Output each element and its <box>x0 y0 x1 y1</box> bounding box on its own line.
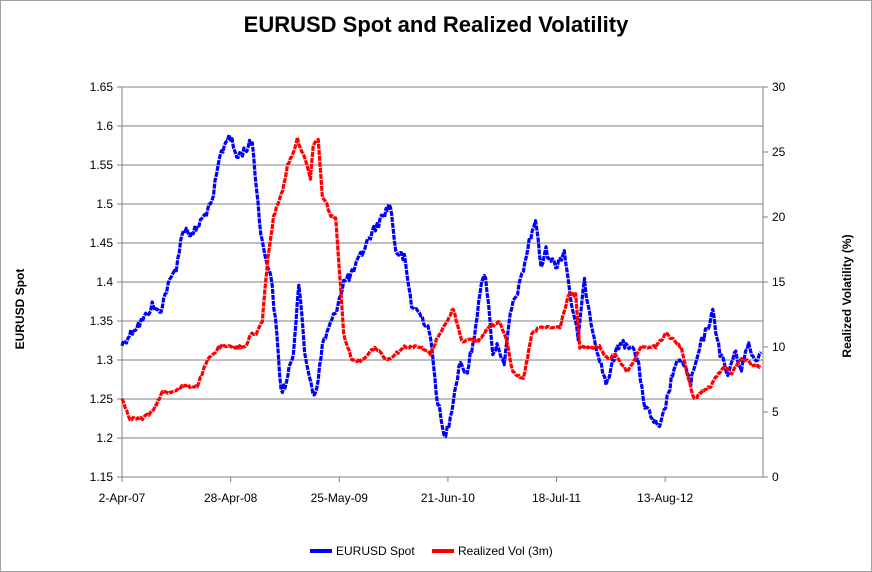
legend: EURUSD Spot Realized Vol (3m) <box>310 544 553 558</box>
y-left-tick-label: 1.15 <box>90 470 114 484</box>
x-tick-label: 2-Apr-07 <box>99 491 146 505</box>
y-axis-right-title: Realized Volatility (%) <box>840 234 854 357</box>
y-left-tick-label: 1.45 <box>90 236 114 250</box>
x-tick-label: 25-May-09 <box>311 491 369 505</box>
y-left-tick-label: 1.2 <box>96 431 113 445</box>
y-left-tick-label: 1.55 <box>90 158 114 172</box>
y-right-tick-label: 5 <box>772 405 779 419</box>
y-right-tick-label: 15 <box>772 275 786 289</box>
y-left-tick-label: 1.65 <box>90 80 114 94</box>
y-left-tick-label: 1.35 <box>90 314 114 328</box>
legend-label: EURUSD Spot <box>336 544 415 558</box>
axes <box>117 86 768 482</box>
series-lines <box>120 133 763 438</box>
y-right-tick-label: 0 <box>772 470 779 484</box>
y-left-tick-label: 1.4 <box>96 275 113 289</box>
realized-vol-line <box>120 136 762 422</box>
tick-labels: 1.15 1.2 1.25 1.3 1.35 1.4 1.45 1.5 1.55 1.6 1.65 0… <box>90 80 786 505</box>
x-tick-label: 13-Aug-12 <box>637 491 693 505</box>
y-left-tick-label: 1.6 <box>96 119 113 133</box>
y-left-tick-label: 1.3 <box>96 353 113 367</box>
y-right-tick-label: 20 <box>772 210 786 224</box>
x-tick-label: 21-Jun-10 <box>421 491 475 505</box>
chart-title: EURUSD Spot and Realized Volatility <box>243 12 629 37</box>
y-axis-left-title: EURUSD Spot <box>13 269 27 350</box>
y-left-tick-label: 1.5 <box>96 197 113 211</box>
x-tick-label: 28-Apr-08 <box>204 491 258 505</box>
y-right-tick-label: 25 <box>772 145 786 159</box>
y-right-tick-label: 30 <box>772 80 786 94</box>
y-left-tick-label: 1.25 <box>90 392 114 406</box>
gridlines <box>122 86 763 478</box>
legend-label: Realized Vol (3m) <box>458 544 553 558</box>
y-right-tick-label: 10 <box>772 340 786 354</box>
eurusd-spot-line <box>120 133 763 438</box>
x-tick-label: 18-Jul-11 <box>532 491 581 505</box>
